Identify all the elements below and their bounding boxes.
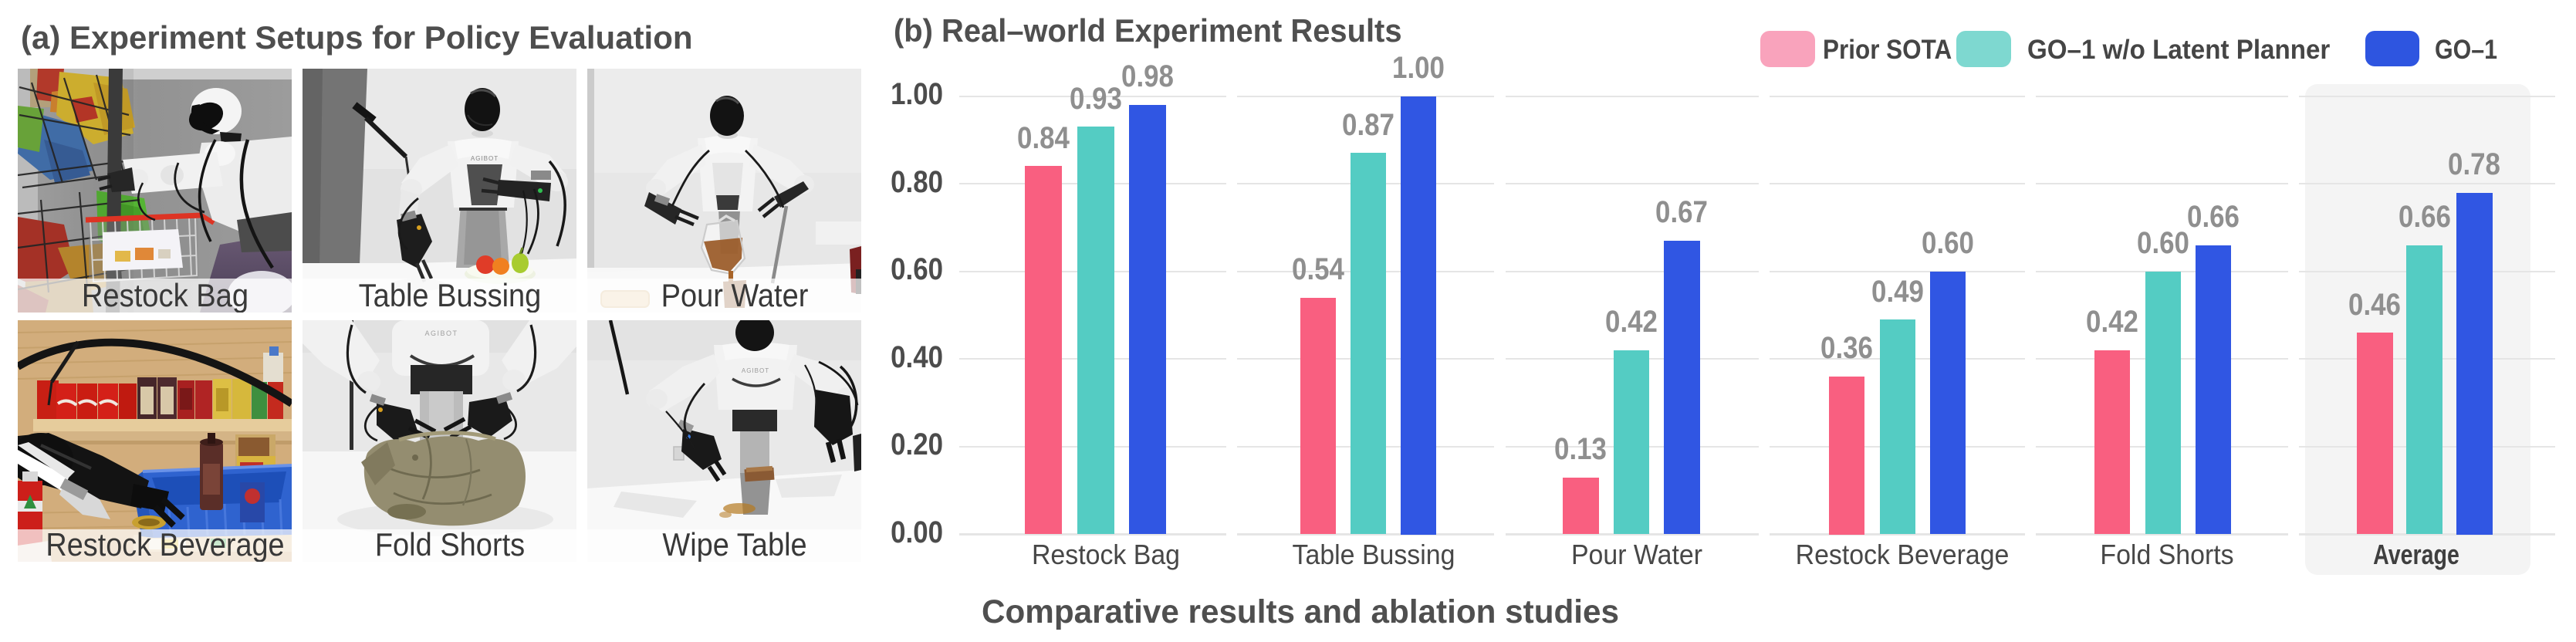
svg-text:AGIBOT: AGIBOT — [424, 329, 458, 337]
svg-text:AGIBOT: AGIBOT — [742, 367, 769, 374]
svg-text:AGIBOT: AGIBOT — [471, 155, 499, 162]
